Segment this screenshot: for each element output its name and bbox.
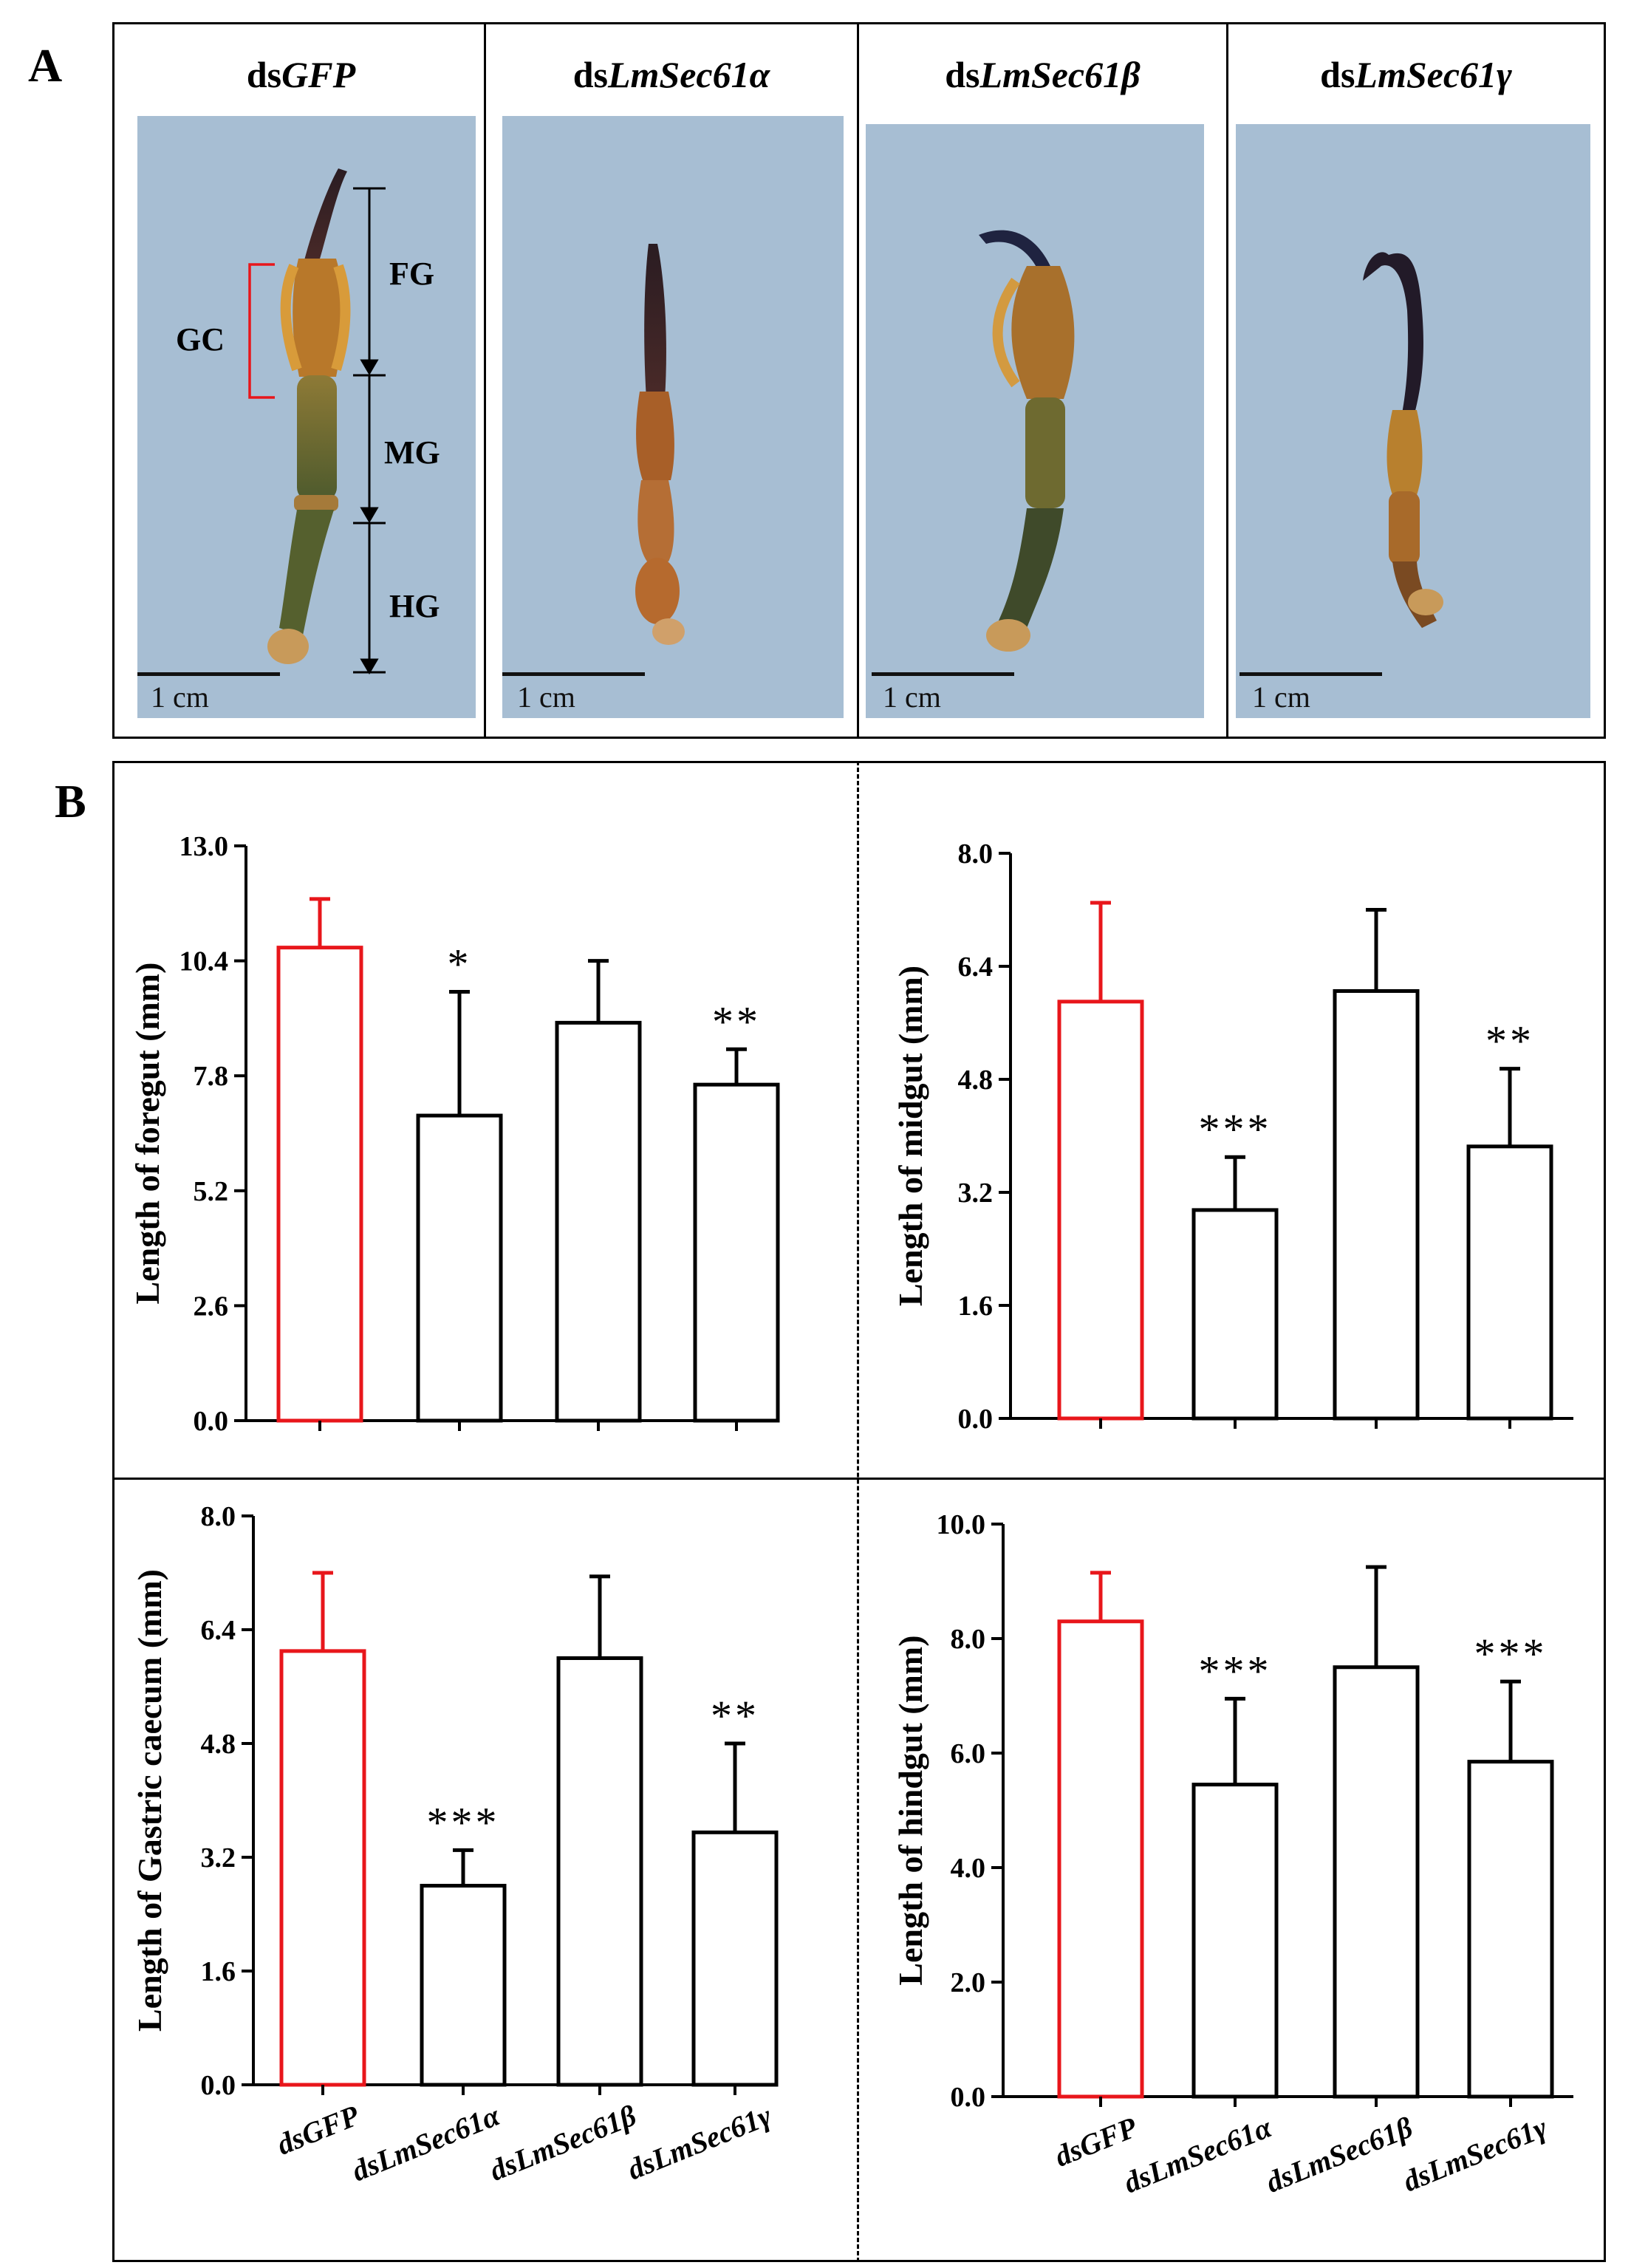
chart-midgut: 0.0 1.6 3.2 4.8 6.4 8.0 Length of midgut (mm) *… xyxy=(892,838,1573,1435)
y-tick-label: 1.6 xyxy=(958,1291,994,1322)
y-tick-label: 10.4 xyxy=(179,946,229,977)
significance-label: *** xyxy=(1474,1630,1548,1678)
x-tick-label: dsLmSec61γ xyxy=(1398,2110,1552,2198)
significance-label: ** xyxy=(1485,1017,1534,1065)
scale-bar-4 xyxy=(1240,672,1382,676)
significance-label: ** xyxy=(712,997,761,1045)
bar-3 xyxy=(691,1830,779,2087)
panel-b-column-divider xyxy=(857,761,859,2262)
y-tick-label: 0.0 xyxy=(194,1406,229,1437)
bar-2 xyxy=(555,1020,642,1423)
y-tick-label: 2.0 xyxy=(951,1967,986,1998)
chart-foregut: 0.0 2.6 5.2 7.8 10.4 13.0 Length of foregut (m… xyxy=(129,831,780,1437)
x-tick-label: dsLmSec61β xyxy=(1261,2110,1417,2199)
x-tick-label: dsGFP xyxy=(1050,2110,1142,2173)
bar-2 xyxy=(556,1656,643,2087)
gut-photo-dslmsec61a xyxy=(502,116,844,718)
y-tick-label: 4.8 xyxy=(958,1065,994,1096)
scale-label-3: 1 cm xyxy=(883,680,941,714)
gut-specimen-dslmsec61g xyxy=(1363,252,1443,628)
y-tick-label: 0.0 xyxy=(201,2070,236,2101)
gc-bracket xyxy=(248,263,275,399)
bar-0 xyxy=(1057,1619,1144,2099)
panel-b-letter: B xyxy=(55,775,86,827)
scale-label-2: 1 cm xyxy=(517,680,575,714)
y-tick-label: 3.2 xyxy=(201,1842,236,1874)
y-tick-label: 8.0 xyxy=(951,1624,986,1655)
scale-bar-2 xyxy=(502,672,645,676)
panel-a-divider-2 xyxy=(857,22,859,739)
scale-bar-1 xyxy=(137,672,280,676)
y-tick-label: 5.2 xyxy=(194,1176,229,1207)
column-header-dslmsec61b: dsLmSec61β xyxy=(945,54,1141,95)
annotation-mg: MG xyxy=(384,434,440,471)
bar-1 xyxy=(416,1113,503,1423)
annotation-fg: FG xyxy=(389,256,434,292)
gut-specimen-dsgfp xyxy=(267,168,351,664)
x-tick-label: dsLmSec61γ xyxy=(623,2098,776,2186)
y-tick-label: 8.0 xyxy=(958,838,994,870)
y-tick-label: 0.0 xyxy=(951,2082,986,2113)
annotation-hg: HG xyxy=(389,588,440,624)
panel-a-letter: A xyxy=(28,39,63,92)
y-axis-label: Length of Gastric caecum (mm) xyxy=(131,1569,168,2032)
gut-specimen-dslmsec61a xyxy=(635,244,685,645)
y-tick-label: 4.0 xyxy=(951,1853,986,1884)
bar-3 xyxy=(693,1082,780,1423)
bar-3 xyxy=(1467,1760,1554,2099)
column-header-dslmsec61g: dsLmSec61γ xyxy=(1320,54,1512,95)
significance-label: *** xyxy=(1199,1105,1272,1153)
significance-label: *** xyxy=(1199,1647,1272,1695)
bar-0 xyxy=(279,1649,366,2087)
panel-a-frame xyxy=(112,22,1606,739)
y-tick-label: 7.8 xyxy=(194,1061,229,1092)
panel-b-frame xyxy=(112,761,1606,2262)
column-header-dsgfp: dsGFP xyxy=(246,54,356,95)
y-tick-label: 0.0 xyxy=(958,1404,994,1435)
panel-b-row-divider xyxy=(112,1478,1606,1480)
y-axis-label: Length of foregut (mm) xyxy=(129,963,166,1305)
bar-1 xyxy=(1191,1783,1279,2099)
bar-0 xyxy=(1057,1000,1144,1421)
gut-specimen-dslmsec61b xyxy=(979,230,1075,652)
significance-label: *** xyxy=(427,1798,500,1846)
y-tick-label: 6.4 xyxy=(958,952,994,983)
scale-label-4: 1 cm xyxy=(1252,680,1310,714)
bar-1 xyxy=(1191,1208,1279,1421)
x-tick-label: dsLmSec61α xyxy=(347,2098,505,2187)
y-tick-label: 6.0 xyxy=(951,1738,986,1769)
x-tick-label: dsLmSec61α xyxy=(1119,2110,1276,2199)
chart-hindgut: 0.0 2.0 4.0 6.0 8.0 10.0 Length of hindgut (mm… xyxy=(892,1509,1573,2199)
y-tick-label: 13.0 xyxy=(179,831,229,862)
segment-arrows xyxy=(353,187,386,674)
significance-label: * xyxy=(448,940,472,988)
y-tick-label: 2.6 xyxy=(194,1291,229,1322)
scale-label-1: 1 cm xyxy=(151,680,209,714)
x-tick-label: dsLmSec61β xyxy=(485,2098,640,2187)
bar-1 xyxy=(420,1884,507,2087)
y-tick-label: 10.0 xyxy=(937,1509,986,1540)
chart-gastric-caecum: 0.0 1.6 3.2 4.8 6.4 8.0 Length of Gastric caec… xyxy=(131,1501,779,2187)
significance-label: ** xyxy=(711,1692,759,1740)
y-tick-label: 4.8 xyxy=(201,1729,236,1760)
bar-2 xyxy=(1333,988,1420,1421)
y-tick-label: 6.4 xyxy=(201,1615,236,1646)
bar-0 xyxy=(276,946,363,1423)
panel-a-divider-3 xyxy=(1226,22,1228,739)
y-tick-label: 8.0 xyxy=(201,1501,236,1532)
column-header-dslmsec61a: dsLmSec61α xyxy=(572,54,770,95)
x-tick-label: dsGFP xyxy=(272,2098,364,2161)
annotation-gc: GC xyxy=(176,321,225,358)
y-tick-label: 3.2 xyxy=(958,1178,994,1209)
y-tick-label: 1.6 xyxy=(201,1956,236,1987)
gut-illustrations: GC FG MG HG xyxy=(176,168,1443,674)
scale-bar-3 xyxy=(872,672,1014,676)
panel-a-divider-1 xyxy=(484,22,486,739)
y-axis-label: Length of midgut (mm) xyxy=(892,966,929,1306)
bar-2 xyxy=(1333,1665,1420,2099)
y-axis-label: Length of hindgut (mm) xyxy=(892,1635,929,1985)
bar-3 xyxy=(1466,1144,1553,1421)
